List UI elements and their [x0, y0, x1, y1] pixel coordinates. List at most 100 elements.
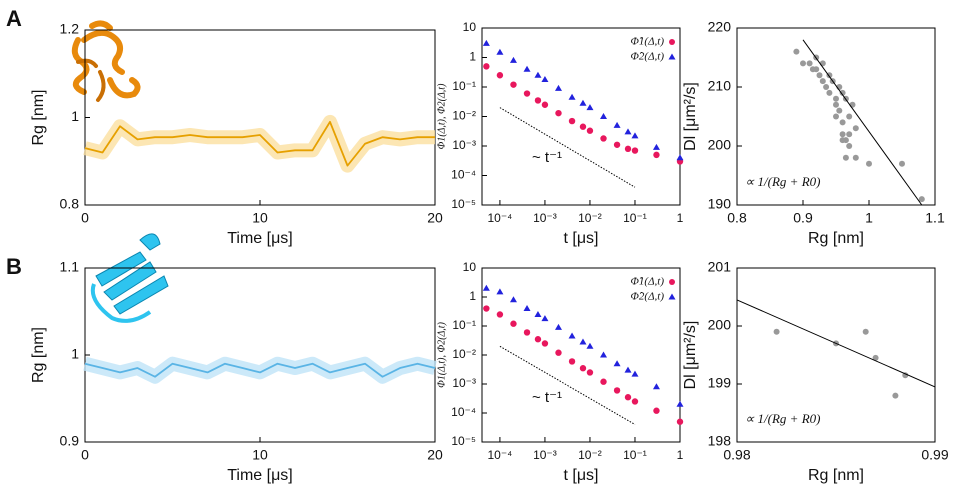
point	[624, 128, 632, 135]
point	[483, 305, 490, 312]
plot-frame	[736, 27, 936, 206]
y-axis-label: Φ1(Δ,t), Φ2(Δ,t)	[436, 83, 447, 150]
point	[586, 369, 594, 376]
point	[600, 113, 608, 119]
y-tick-label: 10	[463, 260, 477, 274]
point	[568, 93, 576, 100]
y-tick-label: 1.2	[60, 21, 80, 37]
point	[541, 315, 549, 322]
point	[653, 151, 660, 159]
plot-frame	[84, 29, 436, 206]
point	[534, 97, 542, 104]
point	[800, 60, 806, 67]
legend-label: Φ̂1(Δ,t)	[631, 36, 665, 48]
guide-label: ~ t⁻¹	[532, 389, 562, 406]
guide-label: ~ t⁻¹	[532, 149, 562, 166]
point	[523, 90, 531, 97]
x-tick-label: 10⁻²	[578, 448, 602, 462]
panel-label: B	[6, 254, 22, 279]
point	[568, 358, 576, 365]
point	[676, 418, 684, 425]
point	[624, 394, 632, 401]
x-tick-label: 20	[427, 210, 443, 226]
point	[793, 48, 800, 55]
point	[836, 107, 843, 114]
point	[482, 39, 490, 46]
point	[849, 101, 856, 108]
point	[586, 342, 594, 349]
x-tick-label: 10⁻²	[578, 211, 602, 225]
point	[631, 132, 639, 139]
point	[579, 99, 587, 106]
point	[676, 400, 684, 407]
point	[613, 121, 621, 128]
y-tick-label: 1.1	[60, 259, 80, 275]
x-tick-label: 1	[677, 448, 684, 462]
y-tick-label: 10⁻²	[452, 109, 476, 123]
point	[579, 123, 587, 130]
legend-marker	[669, 279, 675, 285]
y-tick-label: 10⁻⁴	[451, 405, 476, 419]
point	[631, 147, 639, 154]
y-tick-label: 10⁻¹	[452, 318, 476, 332]
y-tick-label: 10⁻⁴	[451, 168, 476, 182]
x-tick-label: 0	[81, 210, 89, 226]
y-axis-label: Rg [nm]	[30, 89, 47, 145]
legend-label: Φ̂1(Δ,t)	[631, 276, 665, 288]
y-tick-label: 1	[71, 108, 79, 124]
plot-frame	[736, 267, 936, 443]
point	[839, 119, 846, 126]
point	[568, 117, 576, 125]
x-tick-label: 0.8	[727, 210, 747, 226]
point	[846, 143, 853, 149]
point	[534, 71, 542, 78]
point	[541, 340, 549, 347]
x-tick-label: 0.98	[723, 447, 750, 463]
legend-label: Φ̂2(Δ,t)	[631, 51, 665, 63]
point	[676, 154, 684, 161]
y-tick-label: 1	[469, 289, 476, 303]
x-tick-label: 10	[252, 447, 268, 463]
protein-helix	[71, 20, 141, 102]
x-axis-label: Time [μs]	[227, 230, 293, 247]
point	[852, 125, 859, 132]
point	[534, 336, 542, 343]
point	[523, 329, 531, 336]
legend-marker	[669, 39, 675, 45]
y-tick-label: 0.9	[60, 433, 80, 449]
y-tick-label: 1	[71, 346, 79, 362]
point	[826, 89, 833, 96]
point	[816, 72, 823, 79]
point	[839, 131, 846, 138]
point	[509, 296, 517, 303]
x-tick-label: 1	[865, 210, 873, 226]
point	[600, 351, 608, 358]
y-tick-label: 10⁻³	[452, 376, 476, 390]
x-tick-label: 0	[81, 447, 89, 463]
line-halo	[83, 356, 437, 384]
point	[862, 328, 869, 335]
point	[833, 101, 839, 108]
point	[846, 131, 853, 138]
point	[652, 143, 660, 150]
y-tick-label: 1	[469, 50, 476, 64]
point	[613, 387, 621, 394]
point	[813, 66, 820, 73]
point	[496, 288, 504, 295]
y-axis-label: Dl [μm²/s]	[682, 82, 699, 151]
y-tick-label: 190	[708, 196, 732, 212]
point	[555, 109, 562, 117]
y-tick-label: 201	[708, 259, 732, 275]
point	[624, 145, 632, 153]
point	[819, 78, 826, 85]
y-tick-label: 10⁻²	[452, 347, 476, 361]
guide-line	[736, 299, 936, 388]
point	[496, 72, 504, 79]
y-axis-label: Dl [μm²/s]	[682, 321, 699, 390]
x-tick-label: 10⁻⁴	[487, 448, 512, 462]
x-tick-label: 0.9	[793, 210, 813, 226]
x-axis-label: Rg [nm]	[808, 230, 864, 247]
point	[833, 113, 839, 120]
point	[554, 323, 562, 330]
